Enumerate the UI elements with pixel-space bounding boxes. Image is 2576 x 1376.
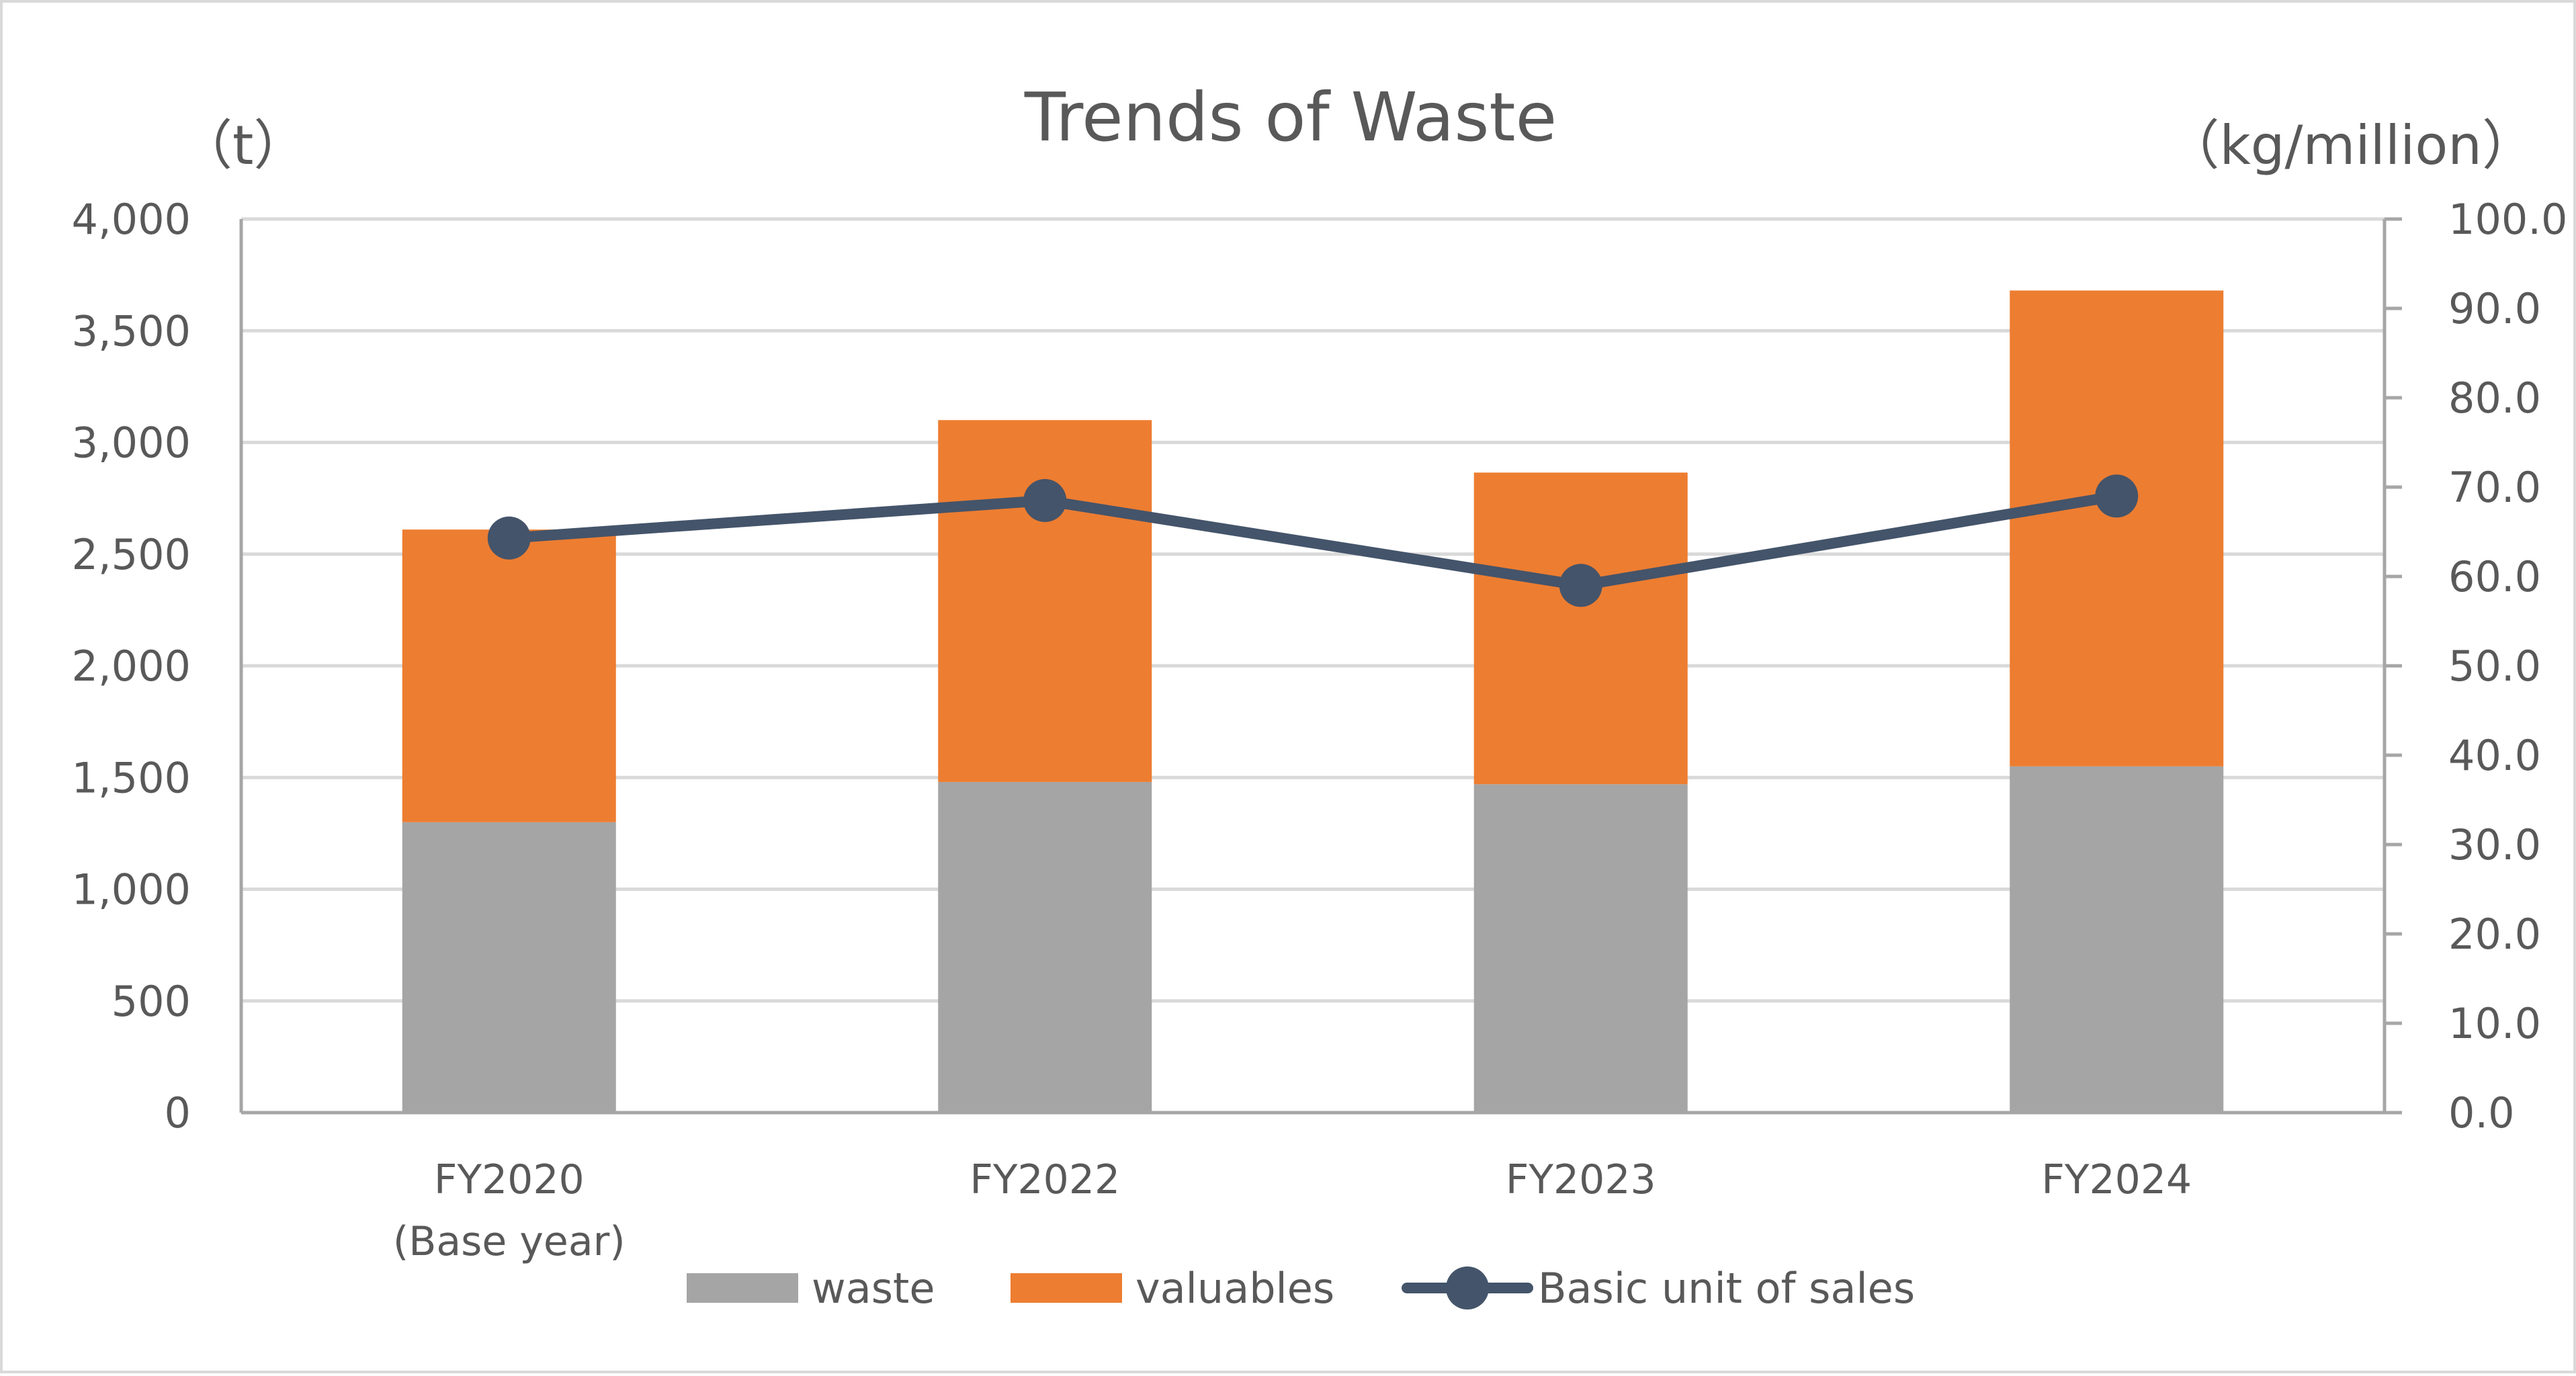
y-right-tick-label: 100.0 (2448, 195, 2568, 244)
bars (402, 290, 2224, 1113)
y-left-tick-label: 3,000 (72, 419, 191, 468)
axes (239, 217, 2402, 1115)
x-category-label: FY2023 (1506, 1156, 1656, 1203)
y-left-tick-label: 1,500 (72, 753, 191, 802)
bar-valuables (2010, 290, 2224, 767)
y-right-tick-label: 10.0 (2448, 999, 2541, 1048)
tick-labels: 0 500 1,000 1,500 2,000 2,500 3,000 3,500 4,000 0… (72, 195, 2568, 1137)
y-left-tick-label: 0 (165, 1088, 191, 1137)
y-right-tick-label: 30.0 (2448, 820, 2541, 869)
line-basic-unit-of-sales (503, 490, 2122, 591)
legend-item-basic-unit-of-sales: Basic unit of sales (1402, 1264, 1915, 1313)
y-right-tick-label: 70.0 (2448, 463, 2541, 512)
legend-label: waste (812, 1264, 935, 1313)
bar-waste (2010, 766, 2224, 1113)
x-category-label: FY2022 (970, 1156, 1120, 1203)
line-point (1023, 478, 1067, 522)
y-left-tick-label: 1,000 (72, 865, 191, 914)
y-right-tick-label: 60.0 (2448, 552, 2541, 601)
y-right-tick-label: 90.0 (2448, 284, 2541, 333)
legend-item-waste: waste (687, 1264, 935, 1313)
legend-item-valuables: valuables (1011, 1264, 1334, 1313)
bar-valuables (402, 529, 616, 822)
line-point (1559, 564, 1602, 607)
y-left-tick-label: 2,000 (72, 642, 191, 691)
y-right-tick-label: 20.0 (2448, 910, 2541, 959)
y-right-tick-label: 40.0 (2448, 731, 2541, 780)
y-left-tick-label: 500 (112, 977, 191, 1026)
bar-valuables (938, 420, 1152, 782)
bar-waste (938, 781, 1152, 1113)
chart-svg: Trends of Waste （t） （kg/million） 0 500 1,0… (72, 78, 2568, 1313)
y-right-tick-label: 0.0 (2448, 1088, 2515, 1137)
y-right-unit-label: （kg/million） (2165, 114, 2536, 177)
y-left-tick-label: 4,000 (72, 195, 191, 244)
y-left-tick-label: 3,500 (72, 306, 191, 355)
y-right-tick-label: 80.0 (2448, 374, 2541, 423)
line-point (2095, 474, 2139, 518)
legend-swatch (687, 1273, 798, 1303)
line-point (487, 516, 531, 560)
legend-swatch (1011, 1273, 1122, 1303)
bar-waste (402, 822, 616, 1113)
line-series (487, 474, 2139, 607)
x-category-label: FY2024 (2041, 1156, 2192, 1203)
y-left-tick-label: 2,500 (72, 530, 191, 579)
bar-valuables (1473, 472, 1688, 785)
chart-title: Trends of Waste (1024, 78, 1557, 157)
legend: waste valuables Basic unit of sales (687, 1264, 1915, 1313)
legend-swatch-marker (1446, 1266, 1489, 1309)
y-left-unit-label: （t） (179, 114, 307, 177)
y-right-tick-label: 50.0 (2448, 642, 2541, 691)
x-category-label: FY2020 (Base year) (393, 1156, 626, 1265)
bar-waste (1473, 784, 1688, 1113)
legend-label: valuables (1135, 1264, 1334, 1313)
category-labels: FY2020 (Base year) FY2022 FY2023 FY2024 (393, 1156, 2192, 1265)
legend-label: Basic unit of sales (1538, 1264, 1915, 1313)
